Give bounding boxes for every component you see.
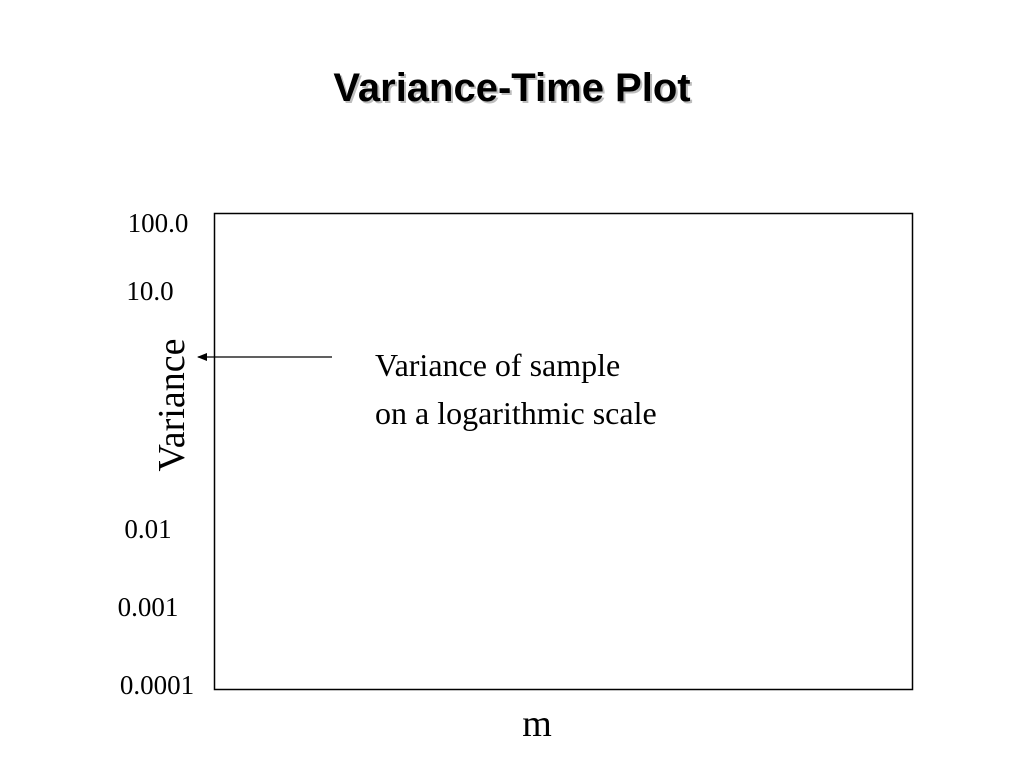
- slide-title: Variance-Time Plot: [333, 66, 691, 110]
- y-tick-labels: 100.0 10.0 0.01 0.001 0.0001: [118, 208, 195, 700]
- y-tick-label: 0.01: [124, 514, 171, 544]
- y-tick-label: 100.0: [128, 208, 189, 238]
- x-axis-label: m: [522, 703, 552, 745]
- y-axis-label: Variance: [151, 339, 193, 472]
- y-tick-label: 0.0001: [120, 670, 194, 700]
- annotation-line-1: Variance of sample: [375, 347, 620, 383]
- y-tick-label: 0.001: [118, 592, 179, 622]
- annotation-line-2: on a logarithmic scale: [375, 395, 657, 431]
- y-tick-label: 10.0: [126, 276, 173, 306]
- plot-area-frame: [213, 212, 914, 691]
